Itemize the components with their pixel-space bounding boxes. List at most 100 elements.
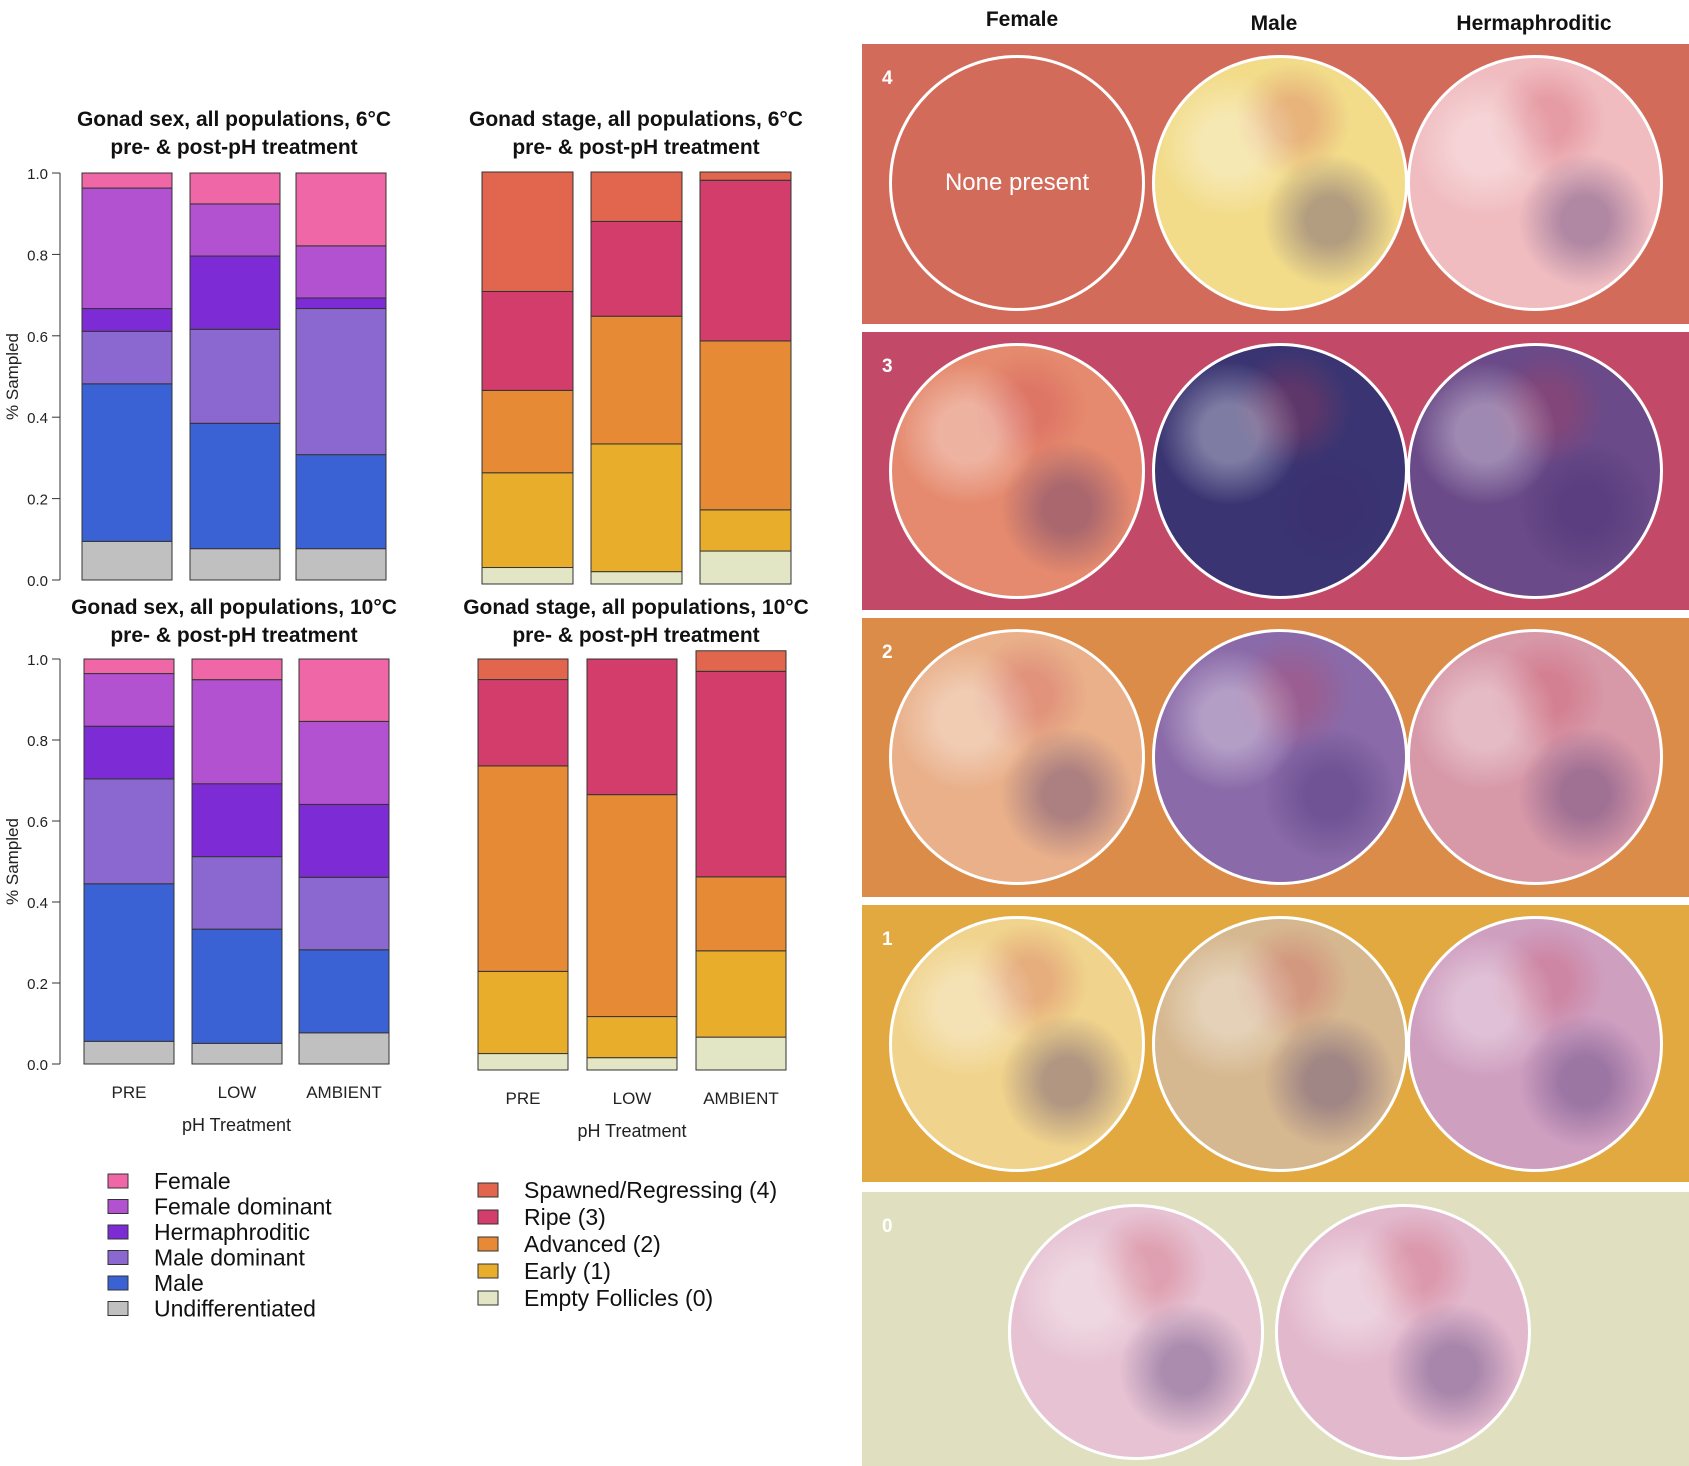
panel-gonad-sex-10c: Gonad sex, all populations, 10°C pre- & p… xyxy=(3,596,397,1135)
bar-segment-ambient-ripe-3- xyxy=(699,179,792,342)
bar-segment-pre-empty-follicles-0- xyxy=(481,567,574,585)
bar-segment-ambient-male xyxy=(295,454,387,550)
chart-title: Gonad stage, all populations, 10°C xyxy=(463,596,809,619)
bar-segment-ambient-ripe-3- xyxy=(695,670,787,878)
column-header-male: Male xyxy=(1250,12,1298,35)
y-axis-label: % Sampled xyxy=(3,333,22,420)
legend-swatch-hermaphroditic xyxy=(107,1224,129,1240)
y-tick-label: 0.2 xyxy=(27,492,48,509)
chart-subtitle: pre- & post-pH treatment xyxy=(110,136,357,159)
legend-label: Empty Follicles (0) xyxy=(524,1285,713,1311)
bar-segment-low-advanced-2- xyxy=(590,315,683,445)
legend-swatch-female-dominant xyxy=(107,1199,129,1214)
panel-gonad-stage-6c: Gonad stage, all populations, 6°C pre- & … xyxy=(469,108,803,585)
bar-segment-pre-undifferentiated xyxy=(83,1040,175,1065)
stage-band-0: 0 xyxy=(862,1192,1689,1466)
bar-segment-pre-female xyxy=(83,658,175,675)
bar-segment-pre-advanced-2- xyxy=(477,765,569,972)
y-tick-label: 1.0 xyxy=(27,166,48,183)
bar-segment-low-early-1- xyxy=(590,443,683,573)
bar-segment-pre-advanced-2- xyxy=(481,389,574,474)
legend-swatch-ripe-3- xyxy=(477,1209,499,1225)
legend-swatch-early-1- xyxy=(477,1263,499,1279)
stage-number: 3 xyxy=(882,356,893,377)
bar-segment-low-hermaphroditic xyxy=(191,783,283,858)
legend-swatch-advanced-2- xyxy=(477,1236,499,1252)
none-present-label: None present xyxy=(944,169,1090,196)
bar-segment-pre-male xyxy=(81,383,173,542)
bar-segment-low-empty-follicles-0- xyxy=(590,571,683,585)
bar-segment-pre-empty-follicles-0- xyxy=(477,1053,569,1071)
micrograph-male xyxy=(1152,629,1408,885)
stage-number: 0 xyxy=(882,1216,893,1237)
bar-segment-pre-undifferentiated xyxy=(81,540,173,581)
y-axis-label: % Sampled xyxy=(3,818,22,905)
chart-title: Gonad sex, all populations, 6°C xyxy=(77,108,391,131)
bar-segment-low-male xyxy=(191,928,283,1044)
legend-swatch-spawned-regressing-4- xyxy=(477,1182,499,1198)
chart-subtitle: pre- & post-pH treatment xyxy=(512,624,759,647)
stage-number: 1 xyxy=(882,929,893,950)
legend-label: Hermaphroditic xyxy=(154,1219,310,1245)
legend-label: Early (1) xyxy=(524,1258,611,1284)
legend-swatch-male xyxy=(107,1275,129,1291)
y-tick-label: 1.0 xyxy=(27,652,48,669)
bar-segment-ambient-male xyxy=(298,949,390,1034)
stage-band-2: 2 xyxy=(862,618,1689,897)
legend-label: Advanced (2) xyxy=(524,1231,661,1257)
legend-swatch-undifferentiated xyxy=(107,1301,129,1316)
micrograph-herma xyxy=(1407,55,1663,311)
y-tick-label: 0.8 xyxy=(27,733,48,750)
bar-segment-pre-spawned-regressing-4- xyxy=(481,171,574,292)
column-header-female: Female xyxy=(985,8,1059,31)
bar-segment-ambient-male-dominant xyxy=(298,876,390,951)
stage-band-3: 3 xyxy=(862,332,1689,610)
y-tick-label: 0.4 xyxy=(27,410,48,427)
bar-segment-pre-early-1- xyxy=(477,970,569,1055)
micrograph-male xyxy=(1152,916,1408,1172)
y-tick-label: 0.4 xyxy=(27,895,48,912)
bar-segment-low-male-dominant xyxy=(191,856,283,930)
micrograph-male xyxy=(1275,1204,1531,1460)
bar-segment-ambient-female-dominant xyxy=(298,720,390,805)
legend-label: Female xyxy=(154,1168,231,1194)
y-tick-label: 0.6 xyxy=(27,329,48,346)
bar-segment-ambient-female xyxy=(295,172,387,247)
y-tick-label: 0.6 xyxy=(27,814,48,831)
bar-segment-pre-male-dominant xyxy=(81,330,173,385)
chart-figure: Gonad sex, all populations, 6°C pre- & po… xyxy=(3,108,809,1322)
bar-segment-ambient-advanced-2- xyxy=(695,876,787,952)
bar-segment-low-male xyxy=(189,422,281,550)
legend-label: Undifferentiated xyxy=(154,1296,316,1322)
legend-swatch-female xyxy=(107,1173,129,1189)
micrograph-herma xyxy=(1407,629,1663,885)
legend-label: Spawned/Regressing (4) xyxy=(524,1177,777,1203)
legend-label: Female dominant xyxy=(154,1194,332,1220)
bar-segment-ambient-advanced-2- xyxy=(699,340,792,511)
legend-label: Ripe (3) xyxy=(524,1204,606,1230)
bar-segment-ambient-empty-follicles-0- xyxy=(699,550,792,585)
bar-segment-pre-ripe-3- xyxy=(481,290,574,391)
chart-subtitle: pre- & post-pH treatment xyxy=(110,624,357,647)
bar-segment-low-ripe-3- xyxy=(586,658,678,796)
micrograph-empty-circle: None present xyxy=(889,55,1145,311)
x-tick-label: AMBIENT xyxy=(703,1089,779,1108)
x-tick-label: PRE xyxy=(112,1083,147,1102)
bar-segment-ambient-early-1- xyxy=(699,509,792,552)
micrograph-female xyxy=(1008,1204,1264,1460)
bar-segment-low-advanced-2- xyxy=(586,794,678,1018)
legend-label: Male xyxy=(154,1270,204,1296)
chart-subtitle: pre- & post-pH treatment xyxy=(512,136,759,159)
micrograph-male xyxy=(1152,343,1408,599)
stage-number: 2 xyxy=(882,642,893,663)
stage-band-1: 1 xyxy=(862,905,1689,1182)
stage-band-4: 4 None present xyxy=(862,44,1689,324)
bar-segment-ambient-hermaphroditic xyxy=(295,297,387,310)
bar-segment-low-undifferentiated xyxy=(191,1042,283,1065)
bar-segment-ambient-spawned-regressing-4- xyxy=(695,650,787,672)
x-tick-label: PRE xyxy=(506,1089,541,1108)
micrograph-female xyxy=(889,629,1145,885)
x-tick-label: LOW xyxy=(613,1089,652,1108)
bar-segment-ambient-empty-follicles-0- xyxy=(695,1036,787,1071)
